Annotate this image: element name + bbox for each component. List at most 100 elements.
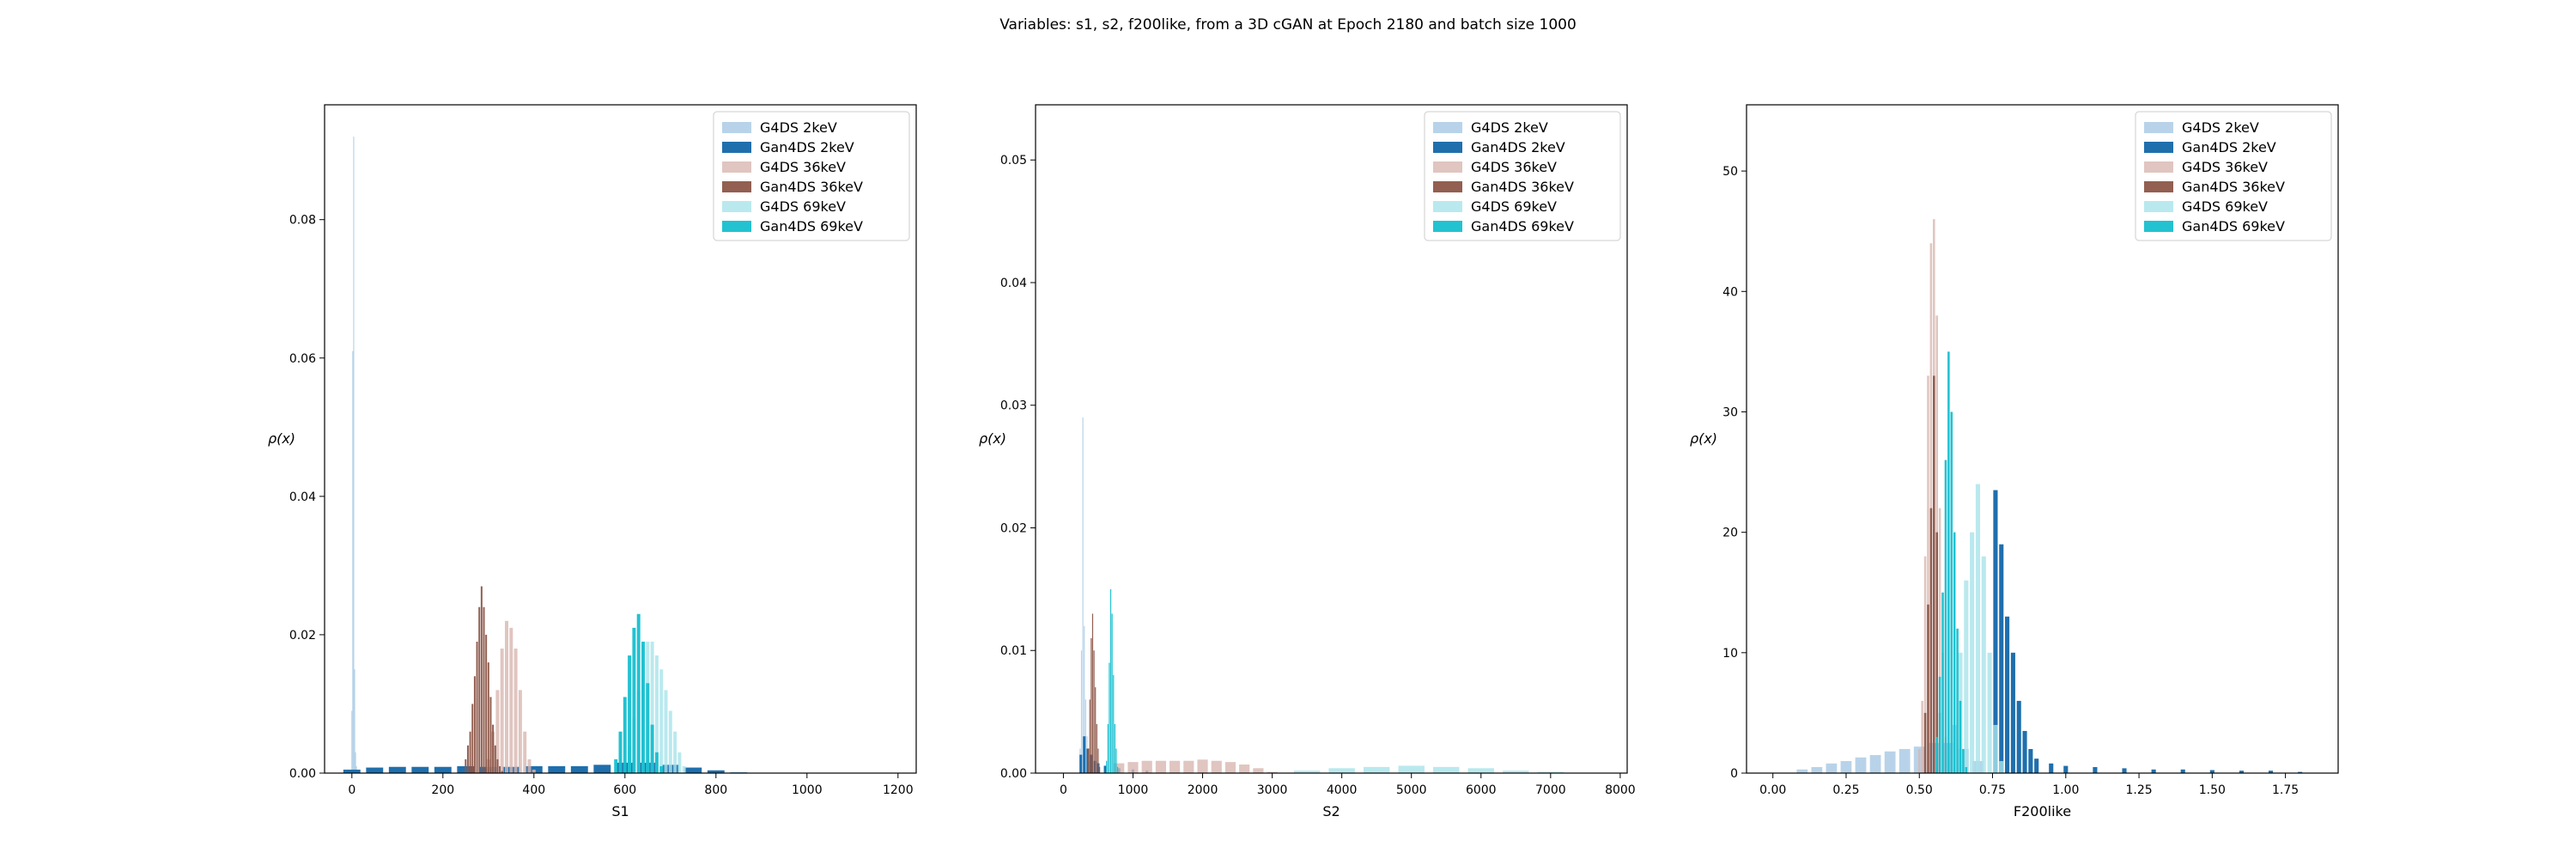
legend-entry: Gan4DS 36keV xyxy=(2144,179,2285,195)
x-tick-label: 200 xyxy=(431,783,454,797)
histogram-bar xyxy=(1109,588,1112,773)
histogram-bar xyxy=(570,765,588,773)
histogram-bar xyxy=(478,606,481,773)
histogram-bar xyxy=(1941,592,1944,773)
histogram-bar xyxy=(650,724,654,773)
x-tick-label: 400 xyxy=(522,783,545,797)
histogram-bar xyxy=(1097,748,1099,773)
series-gan4ds-69kev xyxy=(1106,588,1119,773)
histogram-bar xyxy=(1927,375,1929,773)
histogram-bar xyxy=(1293,771,1321,773)
y-tick-label: 0.06 xyxy=(289,352,316,366)
legend-entry: G4DS 69keV xyxy=(722,198,846,215)
legend-entry: Gan4DS 69keV xyxy=(1433,218,1574,235)
x-tick-label: 0.75 xyxy=(1979,783,2006,797)
legend-swatch xyxy=(722,221,751,232)
legend-swatch xyxy=(1433,161,1462,173)
histogram-bar xyxy=(1796,769,1808,773)
histogram-bar xyxy=(1197,759,1208,773)
x-tick-label: 6000 xyxy=(1466,783,1497,797)
legend-swatch xyxy=(722,201,751,212)
series-gan4ds-69kev xyxy=(1935,351,1968,773)
histogram-bar xyxy=(1993,724,1998,773)
histogram-bar xyxy=(1840,760,1852,773)
histogram-bar xyxy=(509,627,513,773)
histogram-bar xyxy=(2151,769,2156,773)
histogram-bar xyxy=(1082,417,1084,773)
x-tick-label: 3000 xyxy=(1257,783,1288,797)
histogram-bar xyxy=(480,586,483,773)
histogram-bar xyxy=(1098,766,1101,773)
y-tick-label: 50 xyxy=(1722,165,1738,179)
histogram-bar xyxy=(1999,760,2004,773)
histogram-bar xyxy=(677,752,682,773)
histogram-bar xyxy=(343,769,361,773)
legend-box xyxy=(2135,111,2332,241)
x-axis-label: F200like xyxy=(2014,803,2071,819)
histogram-bar xyxy=(485,634,488,773)
series-gan4ds-36kev xyxy=(1088,613,1101,773)
legend-label: Gan4DS 69keV xyxy=(760,218,863,235)
histogram-bar xyxy=(523,731,527,773)
legend-label: Gan4DS 69keV xyxy=(1471,218,1574,235)
legend-swatch xyxy=(2144,221,2173,232)
histogram-bar xyxy=(1869,754,1881,773)
histogram-bar xyxy=(1080,650,1083,773)
histogram-bar xyxy=(1927,604,1929,773)
legend-swatch xyxy=(1433,221,1462,232)
histogram-bar xyxy=(1503,771,1529,773)
histogram-bar xyxy=(2016,700,2021,773)
histogram-bar xyxy=(1091,613,1094,773)
histogram-bar xyxy=(1089,699,1091,773)
chart-s1: 0 200 400 600 800 1000 1200 0.00 0.02 0.04 0.06 0.0… xyxy=(268,104,917,819)
legend: G4DS 2keV Gan4DS 2keV G4DS 36keV Gan4DS 36k… xyxy=(1424,111,1621,241)
histogram-bar xyxy=(1964,580,1969,773)
histogram-bar xyxy=(1079,754,1083,773)
y-tick-label: 30 xyxy=(1722,405,1738,419)
histogram-bar xyxy=(527,758,532,773)
histogram-bar xyxy=(659,669,664,773)
histogram-bar xyxy=(1962,748,1965,773)
histogram-bar xyxy=(2022,730,2027,773)
histogram-bar xyxy=(487,662,489,773)
series-g4ds-2kev xyxy=(351,137,358,774)
x-tick-label: 4000 xyxy=(1327,783,1358,797)
histogram-bar xyxy=(532,769,536,773)
histogram-bar xyxy=(1537,771,1564,773)
histogram-bar xyxy=(650,641,654,773)
x-tick-label: 1.00 xyxy=(2052,783,2079,797)
legend-label: Gan4DS 36keV xyxy=(1471,179,1574,195)
histogram-bar xyxy=(495,690,500,773)
histogram-bar xyxy=(1363,766,1390,773)
histogram-bar xyxy=(1170,760,1181,773)
legend-entry: G4DS 2keV xyxy=(1433,119,1548,136)
panels: 0 200 400 600 800 1000 12000.000.020.040.060.0… xyxy=(268,104,2339,819)
y-tick-label: 0.04 xyxy=(1000,277,1027,290)
axes-frame xyxy=(1746,104,2339,774)
series-gan4ds-36kev xyxy=(465,586,503,773)
legend-label: Gan4DS 36keV xyxy=(2182,179,2285,195)
axes-frame xyxy=(1035,104,1628,774)
histogram-bar xyxy=(1999,544,2004,773)
legend-swatch xyxy=(722,161,751,173)
legend-entry: G4DS 69keV xyxy=(2144,198,2268,215)
y-tick-label: 0.01 xyxy=(1000,644,1027,658)
histogram-bar xyxy=(2005,616,2010,773)
histogram-bar xyxy=(1253,768,1264,773)
histogram-bar xyxy=(411,766,429,773)
legend-label: G4DS 36keV xyxy=(2182,159,2268,175)
x-tick-label: 600 xyxy=(613,783,636,797)
histogram-bar xyxy=(1965,766,1968,773)
histogram-bar xyxy=(673,731,677,773)
legend: G4DS 2keV Gan4DS 2keV G4DS 36keV Gan4DS 36k… xyxy=(2135,111,2332,241)
histogram-bar xyxy=(1084,699,1086,773)
histogram-bar xyxy=(1398,765,1425,773)
histogram-bar xyxy=(2063,765,2069,773)
x-tick-label: 5000 xyxy=(1396,783,1427,797)
histogram-bar xyxy=(513,649,518,773)
histogram-bar xyxy=(1959,700,1962,773)
histogram-bar xyxy=(1923,712,1927,773)
histogram-bar xyxy=(1155,760,1166,773)
y-tick-label: 0.08 xyxy=(289,214,316,228)
legend-label: Gan4DS 69keV xyxy=(2182,218,2285,235)
